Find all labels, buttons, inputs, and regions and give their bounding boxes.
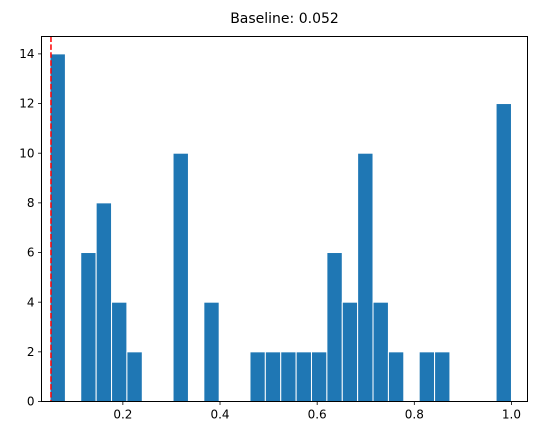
y-tick-label: 12 (19, 97, 34, 111)
histogram-bar (357, 152, 374, 402)
histogram-bar (80, 252, 97, 402)
bars-group (49, 53, 512, 403)
histogram-bar (280, 351, 297, 403)
y-tick-label: 0 (27, 395, 35, 409)
histogram-bar (495, 103, 512, 403)
histogram-bar (49, 53, 66, 402)
histogram-bar (264, 351, 282, 403)
histogram-bar (295, 351, 312, 403)
histogram-bar (387, 351, 405, 403)
y-axis: 0 2 4 6 8 10 12 14 (19, 47, 42, 409)
chart-title: Baseline: 0.052 (230, 11, 339, 27)
histogram-bar (372, 301, 389, 402)
plot-frame (41, 36, 528, 402)
y-tick-label: 4 (27, 295, 35, 309)
y-tick-label: 8 (27, 196, 35, 210)
y-tick-label: 6 (27, 246, 35, 260)
histogram-bar (434, 351, 451, 403)
histogram-bar (249, 351, 266, 403)
histogram-bar (418, 351, 436, 403)
histogram-bar (203, 301, 220, 402)
x-axis: 0.2 0.4 0.6 0.8 1.0 (113, 401, 521, 422)
x-tick-label: 0.4 (210, 408, 229, 422)
x-tick-label: 0.2 (113, 408, 132, 422)
histogram-bar (310, 351, 328, 403)
y-tick-label: 2 (27, 345, 35, 359)
histogram-bar (341, 301, 359, 402)
histogram-bar (126, 351, 143, 403)
histogram-bar (172, 152, 189, 402)
histogram-bar (95, 202, 113, 402)
histogram-bar (111, 301, 128, 402)
x-tick-label: 0.6 (308, 408, 327, 422)
y-tick-label: 14 (19, 47, 34, 61)
x-tick-label: 0.8 (405, 408, 424, 422)
histogram-bar (326, 252, 343, 402)
y-tick-label: 10 (19, 146, 34, 160)
x-tick-label: 1.0 (502, 408, 521, 422)
